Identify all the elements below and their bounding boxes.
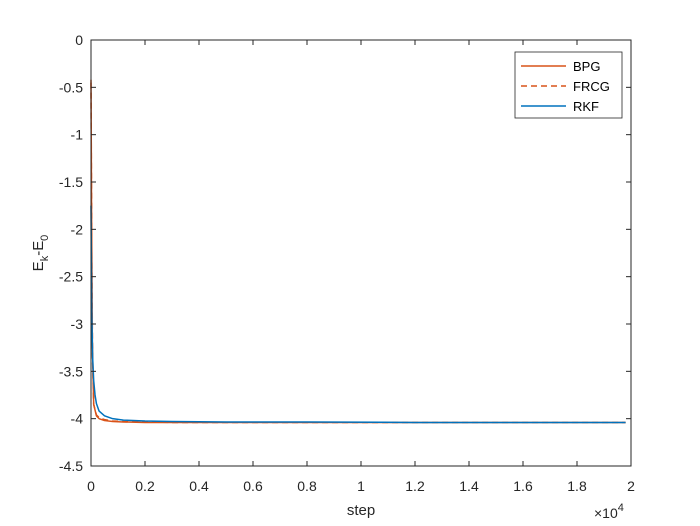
legend-label-frcg: FRCG	[573, 79, 610, 94]
y-tick-label: -3	[71, 316, 84, 332]
legend-label-bpg: BPG	[573, 59, 600, 74]
series-line-rkf	[90, 205, 626, 424]
y-tick-label: 0	[75, 32, 83, 48]
y-tick-label: -3.5	[59, 363, 83, 379]
x-tick-label: 1.8	[567, 478, 587, 494]
x-tick-label: 2	[627, 478, 635, 494]
x-tick-label: 0	[87, 478, 95, 494]
y-label-mid: -E	[30, 241, 47, 256]
x-tick-label: 1.4	[459, 478, 479, 494]
y-label-sub1: k	[39, 255, 51, 261]
legend: BPG FRCG RKF	[514, 51, 623, 119]
x-axis-label: step	[347, 502, 375, 519]
x-multiplier: ×104	[594, 502, 624, 521]
y-tick-label: -1	[71, 127, 84, 143]
x-tick-label: 0.4	[189, 478, 209, 494]
y-label-main: E	[30, 261, 47, 271]
y-tick-label: -4.5	[59, 458, 83, 474]
y-tick-label: -4	[71, 411, 84, 427]
series-layer	[90, 79, 626, 424]
y-axis-label: Ek-E0	[30, 235, 51, 272]
series-line-frcg	[90, 82, 626, 424]
y-tick-label: -2	[71, 221, 84, 237]
x-tick-label: 0.8	[297, 478, 317, 494]
x-tick-label: 0.6	[243, 478, 263, 494]
y-tick-label: -1.5	[59, 174, 83, 190]
x-multiplier-base: ×10	[594, 505, 618, 521]
x-ticks: 0 0.2 0.4 0.6 0.8 1 1.2 1.4 1.6 1.8 2	[87, 40, 635, 494]
x-tick-label: 0.2	[135, 478, 155, 494]
legend-label-rkf: RKF	[573, 99, 599, 114]
axes-box	[90, 39, 632, 467]
y-tick-label: -0.5	[59, 79, 83, 95]
y-tick-label: -2.5	[59, 269, 83, 285]
legend-box	[514, 51, 623, 119]
x-tick-label: 1.2	[405, 478, 425, 494]
x-tick-label: 1.6	[513, 478, 533, 494]
x-tick-label: 1	[357, 478, 365, 494]
x-multiplier-exp: 4	[618, 502, 624, 514]
y-label-sub2: 0	[39, 235, 51, 241]
